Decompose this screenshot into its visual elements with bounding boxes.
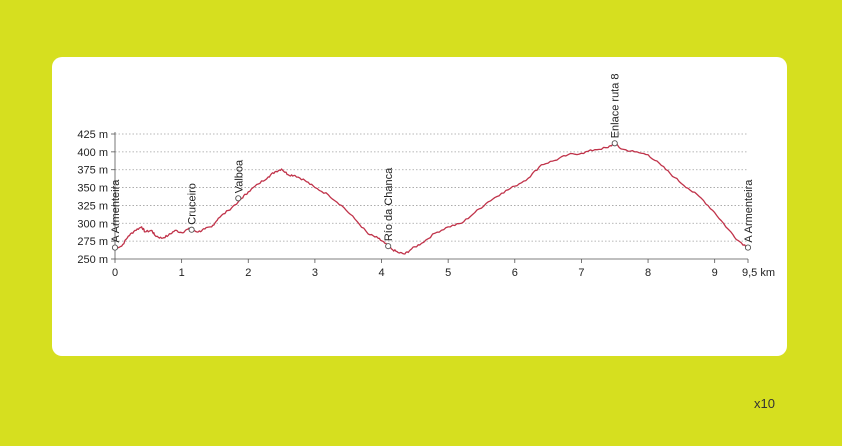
chart-card: 425 m 400 m 375 m 350 m 325 m 300 m 275 m 250 m… — [52, 57, 787, 356]
x-tick-label: 4 — [378, 267, 384, 279]
elevation-line — [114, 142, 749, 255]
axis-layer: 425 m 400 m 375 m 350 m 325 m 300 m 275 m 250 m… — [77, 129, 775, 279]
waypoint-label: Río da Chanca — [383, 167, 395, 241]
x-tick-label: 3 — [312, 267, 318, 279]
scale-label: x10 — [754, 396, 775, 411]
x-tick-label: 8 — [645, 267, 651, 279]
annotation-layer: A Armenteira Cruceiro Valboa Río da Chanca E… — [110, 73, 755, 251]
y-tick-label: 250 m — [77, 254, 108, 266]
x-tick-label: 9 — [712, 267, 718, 279]
y-tick-label: 400 m — [77, 147, 108, 159]
waypoint-label: Cruceiro — [187, 183, 199, 225]
y-tick-label: 375 m — [77, 165, 108, 177]
line-layer — [114, 142, 749, 255]
waypoint-marker — [188, 226, 195, 233]
waypoint-marker — [235, 195, 242, 202]
x-tick-label: 6 — [512, 267, 518, 279]
waypoint-label: Valboa — [233, 159, 245, 193]
waypoint-marker — [385, 243, 392, 250]
y-tick-label: 275 m — [77, 236, 108, 248]
x-tick-label: 5 — [445, 267, 451, 279]
x-tick-label: 0 — [112, 267, 118, 279]
y-tick-label: 425 m — [77, 129, 108, 141]
waypoint-marker — [111, 244, 119, 251]
waypoint-label: Enlace ruta 8 — [610, 73, 622, 138]
y-tick-label: 350 m — [77, 183, 108, 195]
x-tick-label: 2 — [245, 267, 251, 279]
elevation-profile-chart: 425 m 400 m 375 m 350 m 325 m 300 m 275 m 250 m… — [77, 73, 775, 279]
waypoint-marker — [744, 244, 752, 251]
x-tick-label: 7 — [578, 267, 584, 279]
waypoint-marker — [611, 140, 618, 147]
waypoint-label: A Armenteira — [110, 179, 122, 243]
x-tick-label: 1 — [179, 267, 185, 279]
y-tick-label: 325 m — [77, 200, 108, 212]
grid-layer — [115, 133, 748, 242]
y-tick-label: 300 m — [77, 218, 108, 230]
waypoint-label: A Armenteira — [743, 179, 755, 243]
x-tick-label: 9,5 km — [742, 267, 775, 279]
